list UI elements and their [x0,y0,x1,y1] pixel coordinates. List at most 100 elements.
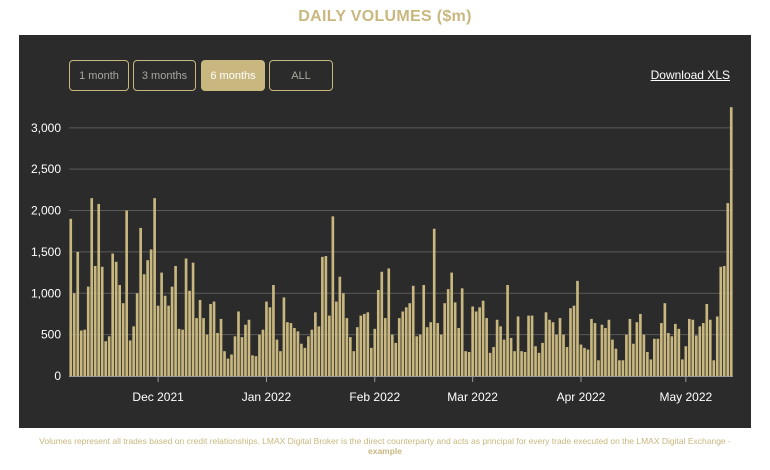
volume-bar [450,272,454,376]
volume-bar [86,286,90,376]
volume-bar [401,311,405,376]
volume-bar [537,352,541,376]
volume-bar [719,266,723,376]
volume-bar [261,329,265,376]
volume-bar [600,324,604,376]
volume-bar-chart: 0 500 1,000 1,500 2,000 2,500 3,000 Dec 2021 Jan… [31,107,733,404]
volume-bar [254,356,258,376]
volume-bar [114,261,118,376]
volume-bar [541,342,544,376]
volume-bar [394,342,398,376]
volume-bar [237,311,240,376]
volume-bar [149,249,153,376]
volume-bar [674,323,677,376]
volume-bar [307,336,310,376]
volume-bar [230,354,233,376]
volume-bar [593,323,597,376]
volume-bar [474,311,478,376]
volume-bar [523,352,527,376]
volume-bar [418,334,422,376]
volume-bar [488,352,492,376]
volume-bar [321,256,324,376]
volume-bar [429,322,433,376]
volume-bar [457,328,460,376]
volume-bar [687,318,691,376]
volume-bar [590,318,593,376]
volume-bar [387,268,391,376]
volume-bar [72,293,76,376]
volume-bar [551,322,555,376]
volume-bar [443,303,447,376]
volume-bar [646,352,649,376]
range-1-month-button[interactable]: 1 month [69,60,129,91]
volume-bar [492,347,495,376]
volume-bar [453,302,457,376]
volume-bar [572,305,576,376]
volume-bar [544,312,548,376]
volume-bar [481,300,485,376]
volume-bar [212,301,216,376]
volume-bar [516,316,520,376]
volume-bar [404,307,408,376]
range-all-button[interactable]: ALL [269,60,333,91]
volume-bar [69,218,73,376]
volume-bar [128,340,132,376]
volume-bar [701,323,705,376]
volume-bar [663,303,667,376]
volume-bar [621,360,625,376]
volume-bar [534,346,537,376]
volume-bar [597,360,600,376]
download-xls-link[interactable]: Download XLS [650,68,730,82]
volume-bar [530,315,534,376]
footer-disclaimer: Volumes represent all trades based on cr… [12,436,758,456]
y-tick-label: 0 [54,369,61,383]
range-6-months-button[interactable]: 6 months [201,60,265,91]
volume-bar [300,343,303,376]
volume-bar [226,358,230,376]
volume-bar [604,328,607,376]
volume-bar [425,327,429,376]
volume-bar [342,293,345,376]
volume-bar [656,338,660,376]
volume-bar [527,315,530,376]
volume-bar [726,203,730,376]
volume-bar [132,326,135,376]
volume-bar [289,323,293,376]
volume-bar [233,336,237,376]
volume-bar [202,318,205,376]
chart-panel: 1 month 3 months 6 months ALL Download X… [19,35,751,428]
volume-bar [390,334,394,376]
volume-bar [632,343,635,376]
volume-bar [223,351,226,376]
volume-bar [79,330,83,376]
volume-bar [97,203,101,376]
volume-bar [576,280,579,376]
volume-bar [362,313,366,376]
volume-bar [156,305,160,376]
x-tick-label: Mar 2022 [447,390,498,404]
volume-bar [195,318,198,376]
volume-bar [611,339,614,376]
volume-bar [635,322,639,376]
volume-bar [614,348,618,376]
volume-bar [328,315,331,376]
y-tick-label: 1,500 [31,245,61,259]
volume-bar [380,271,384,376]
volume-bar [355,327,359,376]
range-3-months-button[interactable]: 3 months [133,60,196,91]
chart-title: DAILY VOLUMES ($m) [298,8,472,25]
volume-bar [520,351,523,376]
volume-bar [694,335,698,376]
volume-bar [352,351,356,376]
volume-bar [376,289,380,376]
volume-bar [268,307,272,376]
volume-bar [548,319,551,376]
volume-bar [258,334,261,376]
y-tick-label: 500 [41,328,61,342]
volume-bar [628,318,632,376]
volume-bar [397,318,401,376]
volume-bar [506,285,509,376]
x-tick-label: Apr 2022 [557,390,606,404]
volume-bar [607,319,611,376]
x-tick-label: Dec 2021 [132,390,184,404]
